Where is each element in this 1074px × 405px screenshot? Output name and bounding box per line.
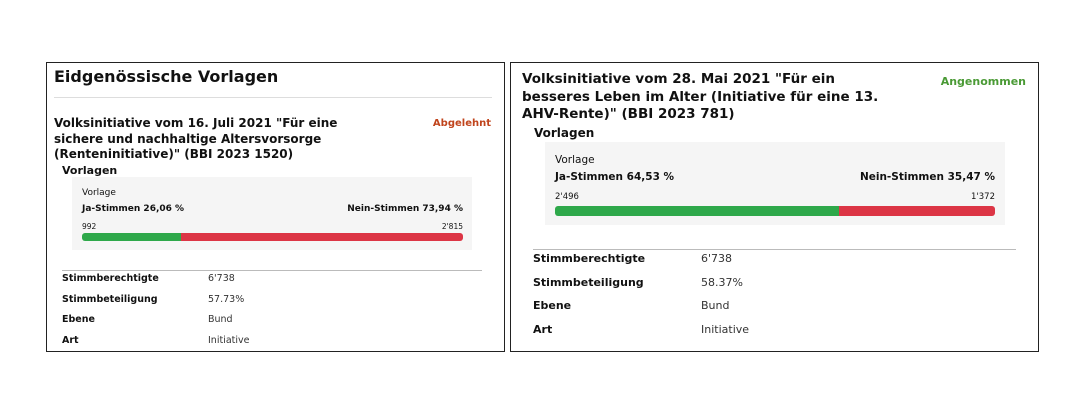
row-value: Initiative — [701, 323, 750, 337]
bar-track — [82, 233, 463, 241]
section: Vorlagen — [62, 164, 118, 177]
panel — [46, 62, 505, 352]
separator — [54, 97, 492, 98]
row-label: Stimmberechtigte — [62, 273, 159, 284]
yes-label: Ja-Stimmen 64,53 % — [555, 171, 675, 183]
table-line — [533, 249, 1016, 250]
row-value: Bund — [208, 314, 233, 325]
box-title: Vorlage — [82, 188, 116, 198]
row-value: 6'738 — [208, 273, 235, 284]
yes-bar — [555, 206, 839, 216]
row-label: Stimmbeteiligung — [62, 293, 158, 305]
row-label: Stimmbeteiligung — [533, 275, 644, 289]
row-value: 6'738 — [701, 252, 733, 265]
row-label: Art — [533, 323, 553, 337]
vote-title: Volksinitiative vom 16. Juli 2021 "Für e… — [54, 116, 338, 161]
no-count: 2'815 — [441, 222, 463, 231]
row-value: 58.37% — [701, 275, 743, 289]
row-value: Bund — [701, 299, 730, 313]
no-label: Nein-Stimmen 73,94 % — [347, 204, 463, 214]
row-value: 57.73% — [208, 293, 245, 305]
no-bar — [181, 233, 463, 241]
no-label: Nein-Stimmen 35,47 % — [859, 171, 995, 183]
row-label: Stimmberechtigte — [533, 252, 646, 265]
yes-bar — [82, 233, 182, 241]
yes-label: Ja-Stimmen 26,06 % — [82, 204, 185, 214]
yes-count: 2'496 — [555, 192, 579, 202]
box-title: Vorlage — [555, 154, 595, 166]
row-label: Ebene — [62, 314, 95, 325]
status: Angenommen — [940, 75, 1026, 88]
header: Eidgenössische Vorlagen — [54, 67, 279, 86]
row-label: Ebene — [533, 299, 572, 313]
no-count: 1'372 — [971, 192, 995, 202]
section: Vorlagen — [534, 126, 595, 140]
row-label: Art — [62, 334, 79, 346]
vote-title: Volksinitiative vom 28. Mai 2021 "Für ei… — [522, 71, 879, 122]
yes-count: 992 — [82, 222, 97, 231]
row-value: Initiative — [208, 334, 250, 346]
panel — [510, 62, 1039, 352]
table-line — [62, 270, 482, 271]
bar-track — [555, 206, 995, 216]
status: Abgelehnt — [432, 118, 491, 129]
no-bar — [838, 206, 995, 216]
